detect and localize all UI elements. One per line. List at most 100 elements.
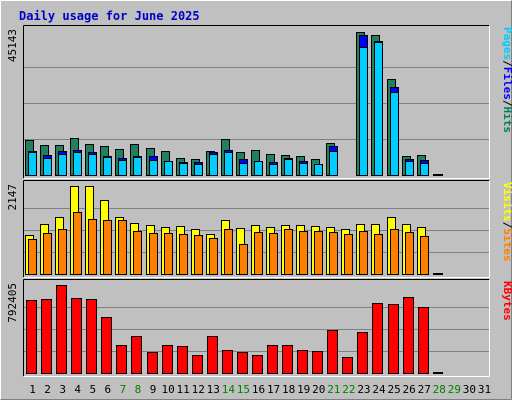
- panel-kbytes-legend: KBytes: [501, 281, 512, 321]
- bar-kbytes-kbytes-day-1: [26, 300, 37, 374]
- x-label-day-8: 8: [135, 383, 142, 396]
- panel-kbytes-legend-0: KBytes: [501, 281, 512, 321]
- x-label-day-13: 13: [207, 383, 220, 396]
- bar-visits-sites-day-25: [390, 229, 399, 275]
- bar-visits-sites-day-3: [58, 229, 67, 275]
- panel-visits-legend: Visits/Sites: [501, 182, 512, 262]
- x-label-day-12: 12: [192, 383, 205, 396]
- bar-visits-sites-day-14: [224, 229, 233, 275]
- bar-visits-sites-day-23: [359, 231, 368, 275]
- bar-kbytes-kbytes-day-12: [192, 355, 203, 374]
- x-label-day-25: 25: [387, 383, 400, 396]
- bar-visits-sites-day-21: [329, 232, 338, 275]
- bar-kbytes-kbytes-day-4: [71, 298, 82, 374]
- bar-hits-pages-day-25: [390, 92, 399, 176]
- bar-hits-pages-day-4: [73, 152, 82, 176]
- bar-visits-sites-day-11: [179, 234, 188, 275]
- panel-hits-legend-2: Files: [501, 67, 512, 100]
- bar-kbytes-kbytes-day-7: [116, 345, 127, 374]
- bar-visits-sites-day-9: [149, 233, 158, 275]
- x-label-day-21: 21: [327, 383, 340, 396]
- panel-hits-legend-1: /: [501, 60, 512, 67]
- chart-title: Daily usage for June 2025: [19, 9, 200, 23]
- x-label-day-28: 28: [433, 383, 446, 396]
- bar-visits-sites-day-4: [73, 212, 82, 275]
- x-label-day-19: 19: [297, 383, 310, 396]
- bar-hits-pages-day-16: [254, 161, 263, 176]
- x-label-day-26: 26: [403, 383, 416, 396]
- panel-visits-legend-1: /: [501, 222, 512, 229]
- x-label-day-10: 10: [161, 383, 174, 396]
- bar-hits-pages-day-18: [284, 159, 293, 176]
- x-label-day-11: 11: [177, 383, 190, 396]
- panel-hits-legend-3: /: [501, 100, 512, 107]
- x-label-day-9: 9: [150, 383, 157, 396]
- bar-visits-sites-day-26: [405, 232, 414, 275]
- x-label-day-14: 14: [222, 383, 236, 396]
- panel-kbytes-ymax-label: 792405: [6, 283, 19, 323]
- bar-hits-pages-day-3: [58, 154, 67, 176]
- x-label-day-17: 17: [267, 383, 280, 396]
- bar-hits-pages-day-7: [118, 160, 127, 176]
- bar-kbytes-kbytes-day-17: [267, 345, 278, 374]
- x-axis-labels: 1 2 3 4 5 6 7 8 9 10 11 12 13 14 15 16 17 18 19 20 21 22 23 24 2…: [29, 383, 491, 396]
- x-label-day-31: 31: [478, 383, 491, 396]
- x-label-day-16: 16: [252, 383, 265, 396]
- x-label-day-4: 4: [74, 383, 81, 396]
- x-label-day-29: 29: [448, 383, 461, 396]
- bar-visits-sites-day-24: [374, 234, 383, 275]
- x-label-day-2: 2: [44, 383, 51, 396]
- bar-hits-pages-day-19: [299, 163, 308, 176]
- panel-visits-ymax-label: 2147: [6, 184, 19, 211]
- panel-hits-legend-0: Pages: [501, 27, 512, 60]
- bar-visits-sites-day-16: [254, 232, 263, 275]
- bar-visits-sites-day-19: [299, 231, 308, 275]
- bar-visits-sites-day-2: [43, 233, 52, 275]
- panel-visits: 2147 Visits/Sites: [6, 180, 512, 278]
- bar-kbytes-kbytes-day-27: [418, 307, 429, 374]
- bar-visits-sites-day-12: [194, 235, 203, 275]
- bar-visits-sites-day-22: [344, 234, 353, 275]
- bar-kbytes-kbytes-day-19: [297, 350, 308, 374]
- x-label-day-1: 1: [29, 383, 36, 396]
- bar-hits-pages-day-27: [420, 163, 429, 176]
- bar-kbytes-kbytes-day-8: [131, 336, 142, 374]
- bar-hits-pages-day-10: [164, 161, 173, 176]
- bar-hits-pages-day-13: [209, 154, 218, 176]
- x-label-day-23: 23: [357, 383, 370, 396]
- bar-visits-sites-day-27: [420, 236, 429, 275]
- bar-kbytes-kbytes-day-26: [403, 297, 414, 374]
- bar-kbytes-kbytes-day-11: [177, 346, 188, 374]
- bar-hits-pages-day-23: [359, 47, 368, 176]
- bar-kbytes-kbytes-day-6: [101, 317, 112, 374]
- x-label-day-6: 6: [105, 383, 112, 396]
- bar-hits-pages-day-12: [194, 164, 203, 176]
- panel-hits-legend: Pages/Files/Hits: [501, 27, 512, 133]
- bar-visits-sites-day-5: [88, 219, 97, 275]
- bar-kbytes-kbytes-day-25: [388, 304, 399, 374]
- panel-hits-today-marker: [433, 174, 443, 176]
- bar-visits-sites-day-1: [28, 239, 37, 275]
- bar-hits-pages-day-14: [224, 152, 233, 176]
- bar-visits-sites-day-6: [103, 220, 112, 275]
- bar-kbytes-kbytes-day-21: [327, 330, 338, 374]
- bar-kbytes-kbytes-day-13: [207, 336, 218, 374]
- bar-hits-pages-day-17: [269, 164, 278, 176]
- bar-kbytes-kbytes-day-2: [41, 299, 52, 374]
- bar-visits-sites-day-8: [133, 231, 142, 275]
- bar-hits-pages-day-15: [239, 163, 248, 176]
- bar-hits-pages-day-24: [374, 42, 383, 176]
- bar-kbytes-kbytes-day-9: [147, 352, 158, 374]
- chart-panels: 45143Pages/Files/Hits2147Visits/Sites792…: [6, 25, 512, 377]
- bar-kbytes-kbytes-day-5: [86, 299, 97, 374]
- bar-kbytes-kbytes-day-15: [237, 352, 248, 374]
- bar-visits-sites-day-20: [314, 231, 323, 275]
- panel-visits-legend-2: Sites: [501, 228, 512, 261]
- panel-visits-today-marker: [433, 273, 443, 275]
- bar-kbytes-kbytes-day-14: [222, 350, 233, 374]
- bar-kbytes-kbytes-day-3: [56, 285, 67, 374]
- bar-kbytes-kbytes-day-24: [372, 303, 383, 374]
- panel-kbytes-today-marker: [433, 372, 443, 374]
- panel-hits-legend-4: Hits: [501, 107, 512, 134]
- bar-kbytes-kbytes-day-22: [342, 357, 353, 374]
